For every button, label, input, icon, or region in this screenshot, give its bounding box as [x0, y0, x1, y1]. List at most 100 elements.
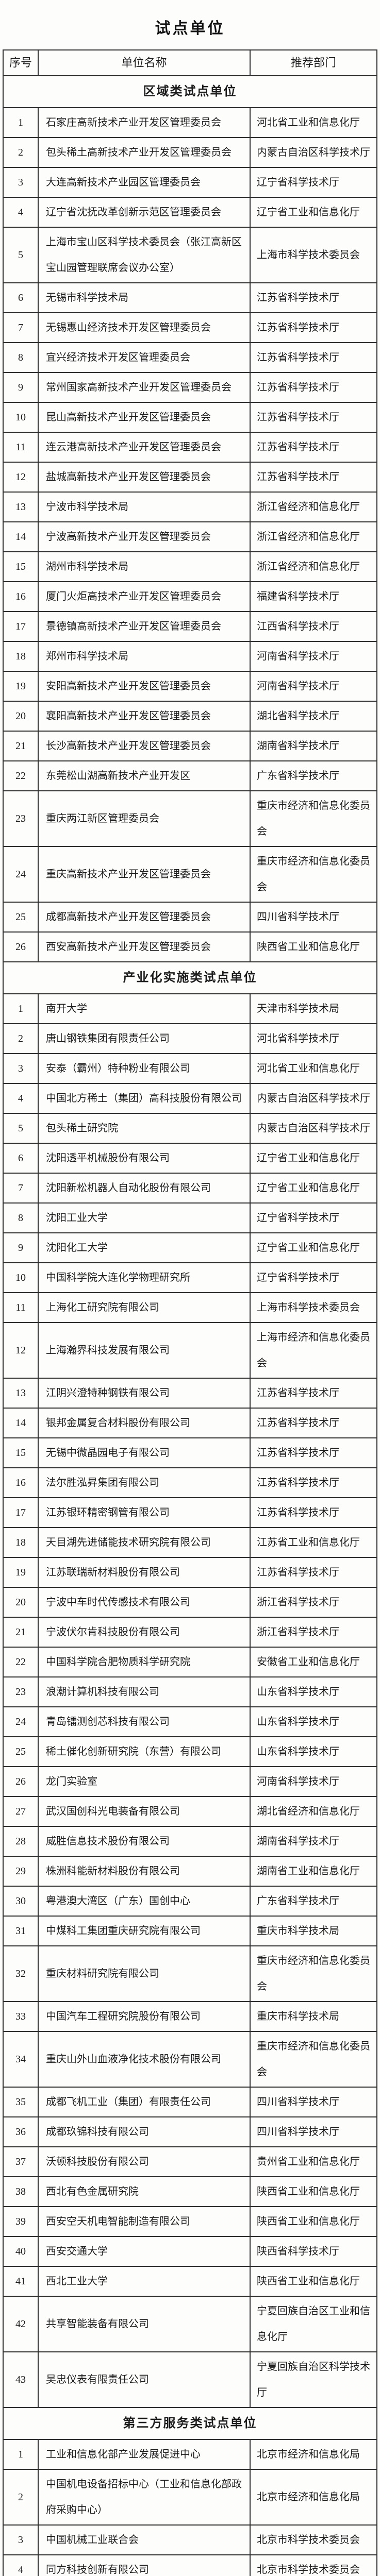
row-number-cell: 27 [4, 1797, 39, 1827]
unit-name-cell: 西安交通大学 [39, 2237, 251, 2267]
row-number-cell: 16 [4, 1468, 39, 1498]
row-number-cell: 26 [4, 1767, 39, 1797]
recommend-dept-cell: 江苏省科学技术厅 [251, 373, 377, 403]
row-number-cell: 1 [4, 2440, 39, 2470]
recommend-dept-cell: 广东省科学技术厅 [251, 1887, 377, 1917]
unit-name-cell: 成都玖锦科技有限公司 [39, 2117, 251, 2147]
row-number-cell: 25 [4, 1737, 39, 1767]
recommend-dept-cell: 重庆市经济和信息化委员会 [251, 791, 377, 847]
recommend-dept-cell: 辽宁省工业和信息化厅 [251, 1174, 377, 1204]
recommend-dept-cell: 山东省科学技术厅 [251, 1737, 377, 1767]
row-number-cell: 5 [4, 228, 39, 283]
recommend-dept-cell: 江苏省科学技术厅 [251, 463, 377, 493]
row-number-cell: 12 [4, 463, 39, 493]
recommend-dept-cell: 浙江省科学技术厅 [251, 1588, 377, 1618]
row-number-cell: 38 [4, 2177, 39, 2207]
recommend-dept-cell: 浙江省经济和信息化厅 [251, 552, 377, 582]
row-number-cell: 23 [4, 791, 39, 847]
recommend-dept-cell: 上海市科学技术委员会 [251, 1293, 377, 1323]
recommend-dept-cell: 江西省科学技术厅 [251, 612, 377, 642]
row-number-cell: 2 [4, 1024, 39, 1054]
recommend-dept-cell: 贵州省工业和信息化厅 [251, 2147, 377, 2177]
row-number-cell: 2 [4, 2470, 39, 2526]
row-number-cell: 12 [4, 1323, 39, 1379]
row-number-cell: 23 [4, 1677, 39, 1707]
unit-name-cell: 西北工业大学 [39, 2267, 251, 2297]
unit-name-cell: 重庆高新技术产业开发区管理委员会 [39, 847, 251, 903]
recommend-dept-cell: 河北省工业和信息化厅 [251, 1054, 377, 1084]
unit-name-cell: 安阳高新技术产业开发区管理委员会 [39, 672, 251, 702]
recommend-dept-cell: 江苏省科学技术厅 [251, 1468, 377, 1498]
row-number-cell: 22 [4, 1648, 39, 1677]
unit-name-cell: 安泰（霸州）特种粉业有限公司 [39, 1054, 251, 1084]
unit-name-cell: 宁波中车时代传感技术有限公司 [39, 1588, 251, 1618]
recommend-dept-cell: 江苏省科学技术厅 [251, 403, 377, 433]
unit-name-cell: 威胜信息技术股份有限公司 [39, 1827, 251, 1857]
section-header: 产业化实施类试点单位 [4, 962, 377, 994]
row-number-cell: 13 [4, 1379, 39, 1409]
row-number-cell: 18 [4, 642, 39, 672]
unit-name-cell: 大连高新技术产业园区管理委员会 [39, 168, 251, 198]
unit-name-cell: 包头稀土高新技术产业开发区管理委员会 [39, 138, 251, 168]
unit-name-cell: 重庆材料研究院有限公司 [39, 1946, 251, 2002]
row-number-cell: 33 [4, 2002, 39, 2032]
recommend-dept-cell: 天津市科学技术局 [251, 994, 377, 1024]
recommend-dept-cell: 辽宁省工业和信息化厅 [251, 1233, 377, 1263]
unit-name-cell: 天目湖先进储能技术研究院有限公司 [39, 1528, 251, 1558]
recommend-dept-cell: 福建省科学技术厅 [251, 582, 377, 612]
row-number-cell: 17 [4, 612, 39, 642]
unit-name-cell: 法尔胜泓昇集团有限公司 [39, 1468, 251, 1498]
recommend-dept-cell: 陕西省科学技术厅 [251, 2237, 377, 2267]
unit-name-cell: 中国机械工业联合会 [39, 2526, 251, 2555]
row-number-cell: 29 [4, 1857, 39, 1887]
recommend-dept-cell: 江苏省科学技术厅 [251, 343, 377, 373]
unit-name-cell: 同方科技创新有限公司 [39, 2555, 251, 2576]
unit-name-cell: 宁波伏尔肯科技股份有限公司 [39, 1618, 251, 1648]
row-number-cell: 15 [4, 552, 39, 582]
row-number-cell: 9 [4, 1233, 39, 1263]
row-number-cell: 22 [4, 761, 39, 791]
unit-name-cell: 株洲科能新材料股份有限公司 [39, 1857, 251, 1887]
recommend-dept-cell: 四川省科学技术厅 [251, 2117, 377, 2147]
unit-name-cell: 西安高新技术产业开发区管理委员会 [39, 933, 251, 962]
section-header: 第三方服务类试点单位 [4, 2408, 377, 2440]
recommend-dept-cell: 重庆市经济和信息化委员会 [251, 1946, 377, 2002]
row-number-cell: 16 [4, 582, 39, 612]
unit-name-cell: 宁波高新技术产业开发区管理委员会 [39, 522, 251, 552]
unit-name-cell: 宁波市科学技术局 [39, 493, 251, 522]
unit-name-cell: 重庆两江新区管理委员会 [39, 791, 251, 847]
unit-name-cell: 共享智能装备有限公司 [39, 2297, 251, 2352]
row-number-cell: 18 [4, 1528, 39, 1558]
row-number-cell: 41 [4, 2267, 39, 2297]
unit-name-cell: 西安空天机电智能制造有限公司 [39, 2207, 251, 2237]
unit-name-cell: 中国汽车工程研究院股份有限公司 [39, 2002, 251, 2032]
recommend-dept-cell: 山东省科学技术厅 [251, 1707, 377, 1737]
row-number-cell: 31 [4, 1917, 39, 1946]
row-number-cell: 43 [4, 2352, 39, 2408]
unit-name-cell: 连云港高新技术产业开发区管理委员会 [39, 433, 251, 463]
unit-name-cell: 银邦金属复合材料股份有限公司 [39, 1409, 251, 1438]
unit-name-cell: 稀土催化创新研究院（东营）有限公司 [39, 1737, 251, 1767]
recommend-dept-cell: 辽宁省科学技术厅 [251, 1263, 377, 1293]
row-number-cell: 9 [4, 373, 39, 403]
row-number-cell: 6 [4, 1144, 39, 1174]
unit-name-cell: 沈阳新松机器人自动化股份有限公司 [39, 1174, 251, 1204]
unit-name-cell: 粤港澳大湾区（广东）国创中心 [39, 1887, 251, 1917]
row-number-cell: 4 [4, 1084, 39, 1114]
recommend-dept-cell: 辽宁省工业和信息化厅 [251, 1144, 377, 1174]
unit-name-cell: 无锡市科学技术局 [39, 283, 251, 313]
recommend-dept-cell: 湖北省科学技术厅 [251, 702, 377, 732]
recommend-dept-cell: 辽宁省工业和信息化厅 [251, 198, 377, 228]
unit-name-cell: 上海瀚界科技发展有限公司 [39, 1323, 251, 1379]
row-number-cell: 40 [4, 2237, 39, 2267]
recommend-dept-cell: 辽宁省科学技术厅 [251, 1204, 377, 1233]
row-number-cell: 21 [4, 732, 39, 761]
recommend-dept-cell: 陕西省工业和信息化厅 [251, 2177, 377, 2207]
row-number-cell: 3 [4, 168, 39, 198]
column-header-no: 序号 [4, 50, 39, 76]
row-number-cell: 4 [4, 198, 39, 228]
unit-name-cell: 江苏银环精密钢管有限公司 [39, 1498, 251, 1528]
row-number-cell: 26 [4, 933, 39, 962]
recommend-dept-cell: 重庆市科学技术局 [251, 1917, 377, 1946]
